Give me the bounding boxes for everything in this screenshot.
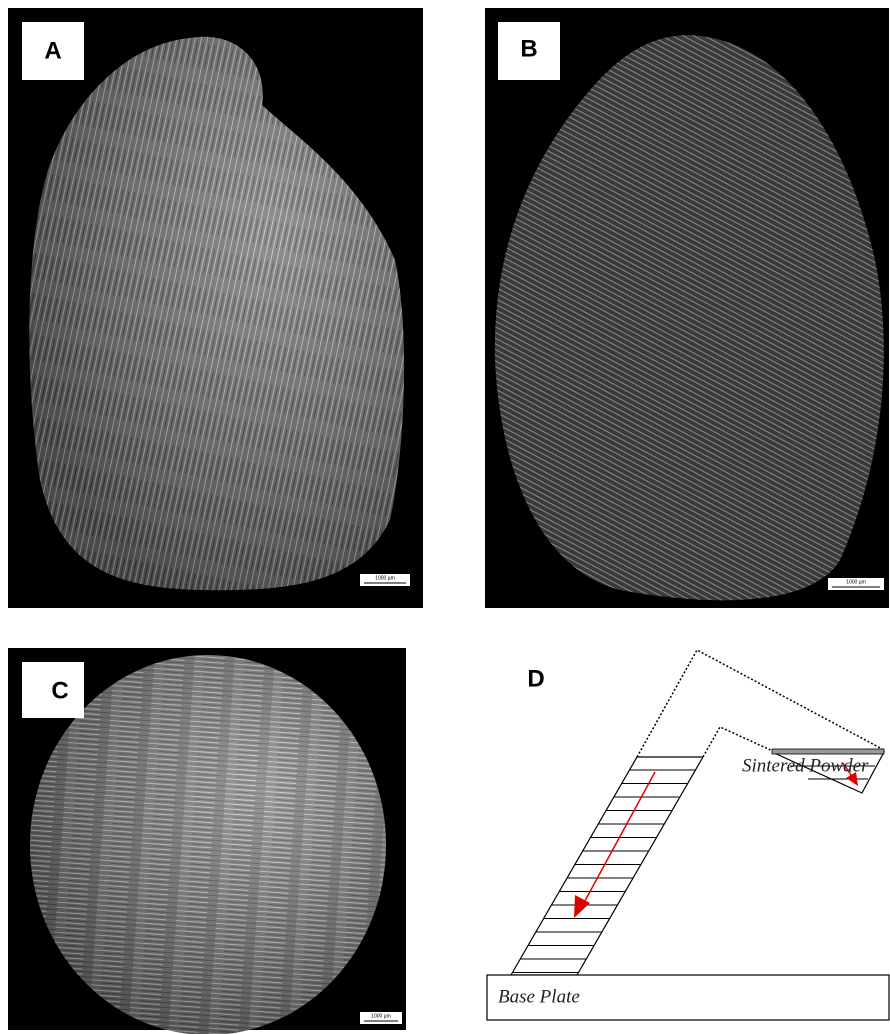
panel-d: D Sintered Powder Base Plate	[487, 650, 889, 1020]
scale-bar-label: 1000 µm	[846, 579, 866, 585]
panel-label: C	[51, 677, 68, 704]
top-layer	[772, 749, 884, 754]
panel-a: A 1000 µm	[8, 8, 423, 608]
panel-b: B 1000 µm	[485, 8, 889, 608]
scale-bar-label: 1000 µm	[371, 1013, 391, 1019]
base-plate-label: Base Plate	[498, 986, 580, 1007]
sintered-column	[511, 757, 703, 975]
powder-label: Sintered Powder	[742, 755, 869, 776]
part-outline-inner	[703, 727, 775, 757]
panel-label: B	[520, 35, 537, 62]
panel-label: D	[527, 665, 544, 692]
panel-c: C 1000 µm	[8, 648, 406, 1034]
scale-bar-label: 1000 µm	[375, 575, 395, 581]
part-outline	[637, 650, 884, 757]
panel-label: A	[44, 37, 61, 64]
figure: A 1000 µm B 1000 µm C 1000 µm D	[0, 0, 890, 1034]
